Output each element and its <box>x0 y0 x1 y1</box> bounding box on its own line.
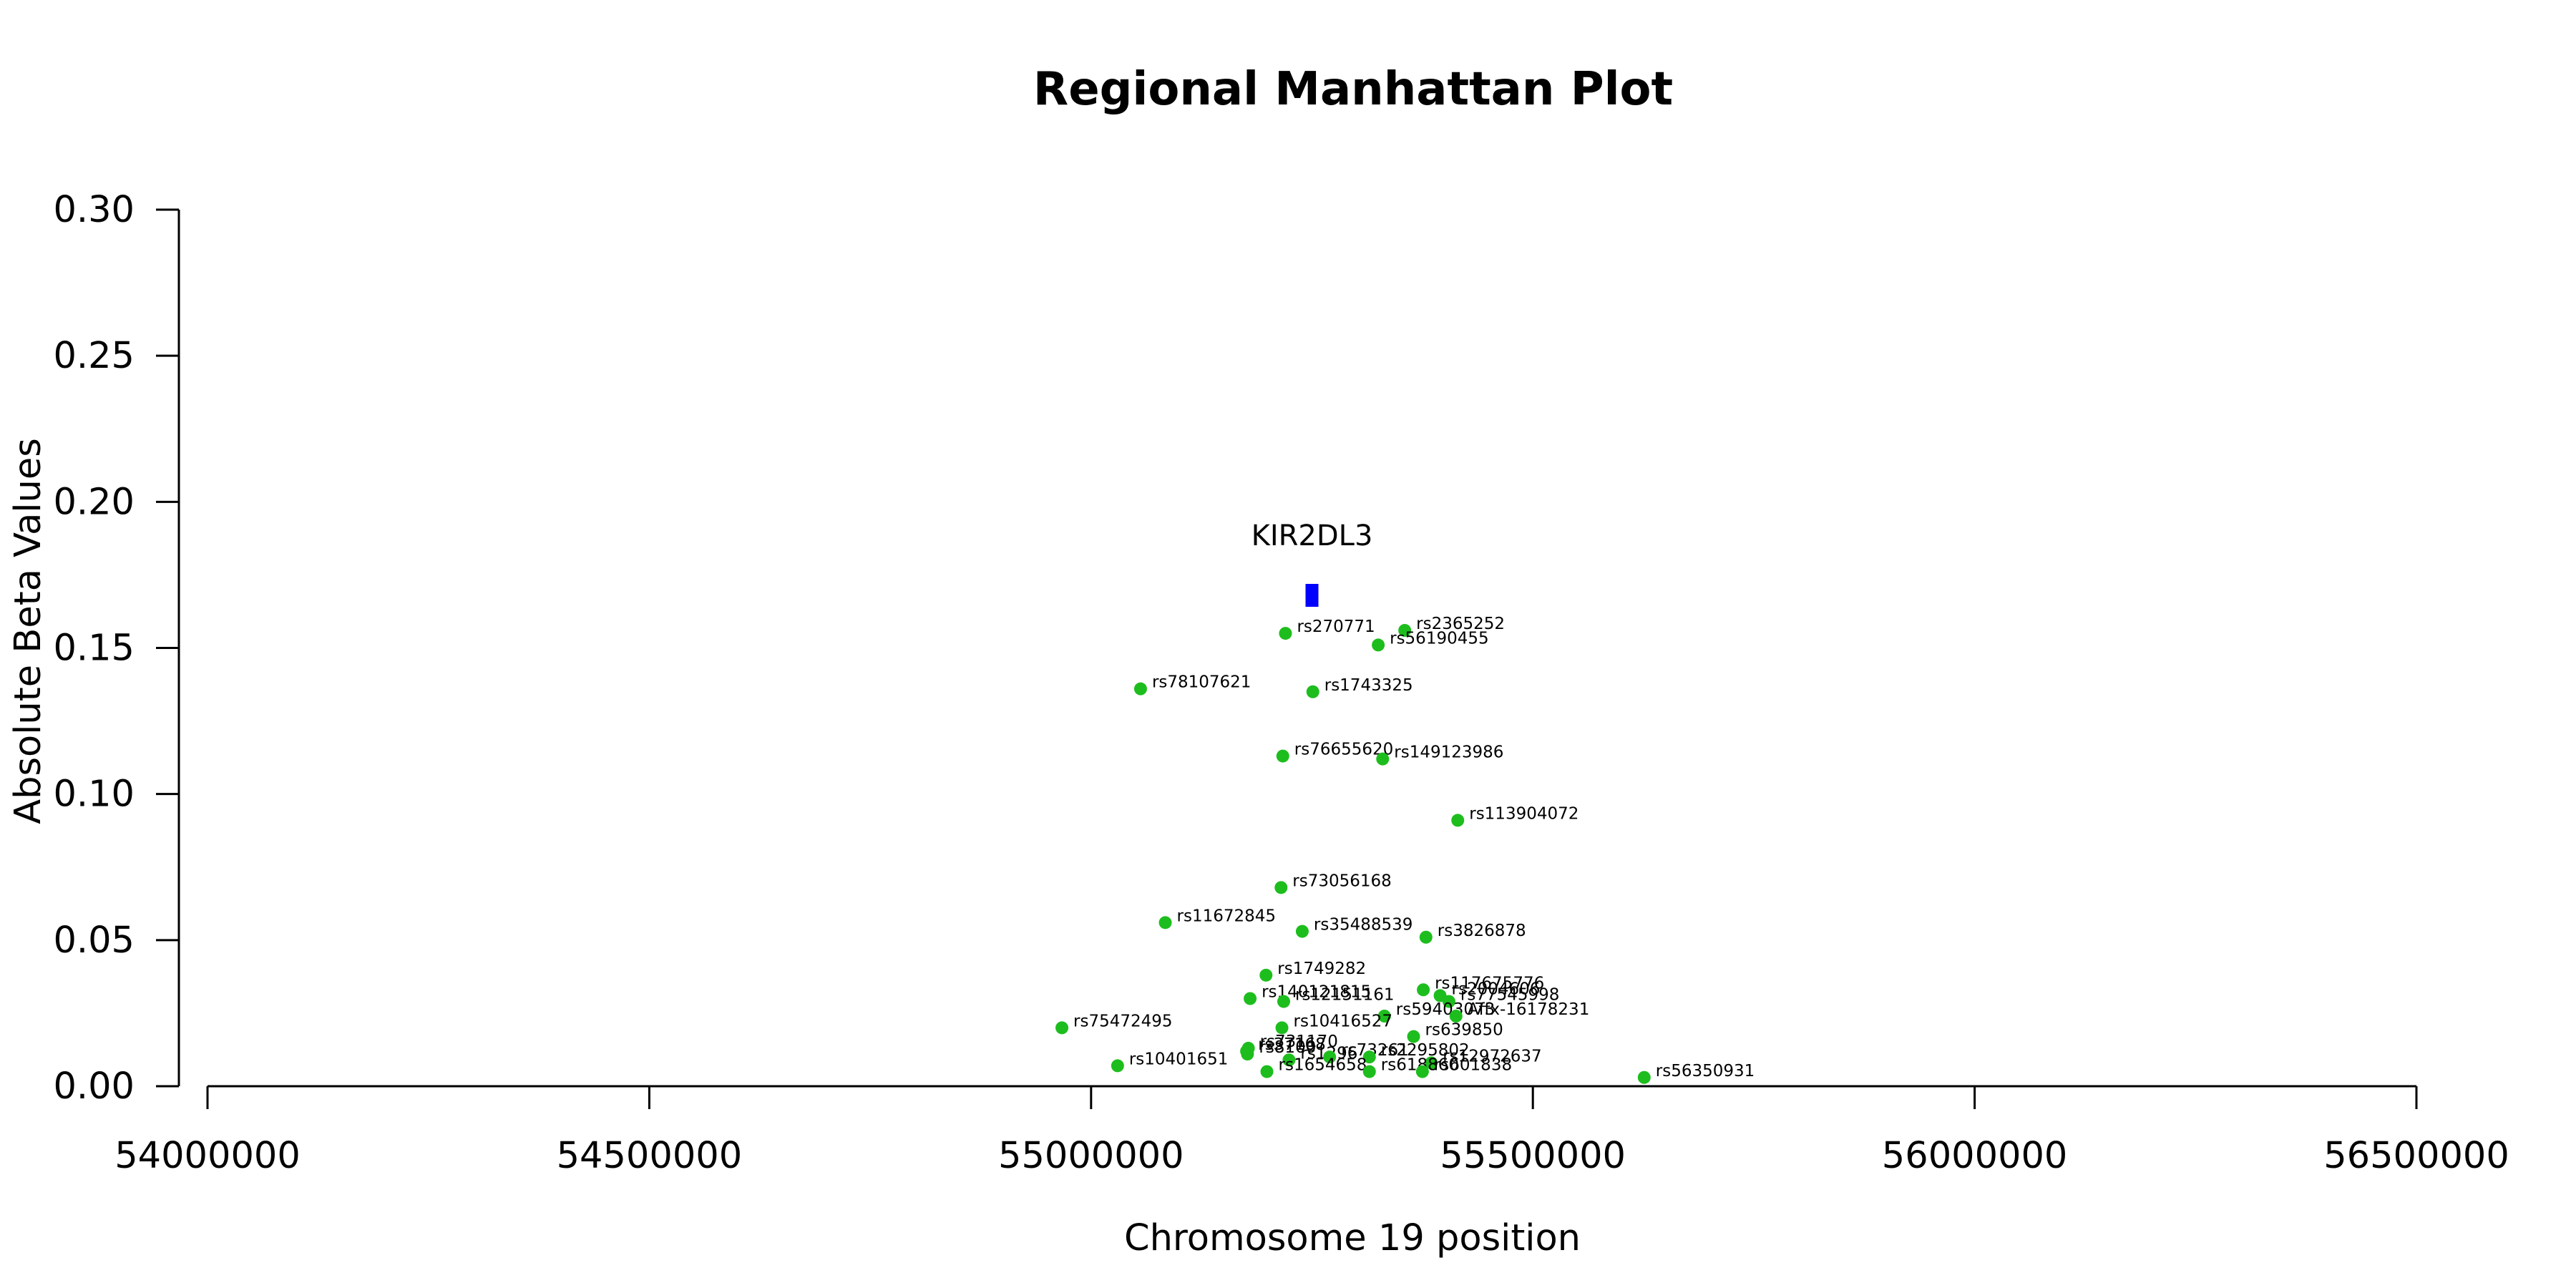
axes: 0.00 0.05 0.10 0.15 0.20 0.25 0.30 54000000 5450… <box>53 189 2509 1177</box>
x-tick-label: 56500000 <box>2323 1135 2509 1177</box>
snp-label: rs12151161 <box>1295 986 1395 1005</box>
snp-point <box>1372 638 1385 652</box>
snp-point <box>1259 968 1273 982</box>
gene-marker <box>1305 584 1319 607</box>
snp-label: rs10416527 <box>1294 1012 1393 1030</box>
snp-point <box>1449 1010 1463 1023</box>
snp-point <box>1415 1065 1429 1078</box>
snp-label: rs78107621 <box>1152 673 1252 692</box>
snp-label: rs639850 <box>1425 1021 1503 1040</box>
y-tick-label: 0.30 <box>53 189 135 231</box>
snp-point <box>1451 814 1465 827</box>
snp-label: rs270771 <box>1297 618 1375 636</box>
snp-label: rs117675776 <box>1435 974 1544 992</box>
snp-label: rs10401651 <box>1129 1050 1229 1068</box>
snp-label: rs601838 <box>1434 1056 1512 1075</box>
x-tick-label: 56000000 <box>1882 1135 2068 1177</box>
x-tick-label: 54500000 <box>557 1135 743 1177</box>
snp-point <box>1419 930 1433 944</box>
snp-point <box>1306 685 1319 698</box>
y-tick-label: 0.15 <box>53 628 135 670</box>
snp-label: rs59403073 <box>1396 1000 1496 1019</box>
snp-label: rs3826878 <box>1438 922 1526 940</box>
snp-label: rs2004606 <box>1452 980 1541 998</box>
snp-label: Affx-16178231 <box>1468 1000 1590 1019</box>
y-tick-label: 0.25 <box>53 335 135 377</box>
snp-label: rs2365252 <box>1416 615 1505 633</box>
snp-label: rs1743325 <box>1324 676 1413 695</box>
snp-point <box>1323 1050 1337 1064</box>
y-tick-label: 0.20 <box>53 481 135 523</box>
snp-label: rs11672845 <box>1177 907 1277 925</box>
snp-point <box>1133 682 1147 696</box>
x-tick-label: 55500000 <box>1440 1135 1626 1177</box>
snp-point <box>1055 1021 1069 1035</box>
snp-point <box>1276 749 1289 763</box>
x-axis-label: Chromosome 19 position <box>1124 1217 1581 1259</box>
snp-point <box>1260 1065 1274 1078</box>
gene-label: KIR2DL3 <box>1252 519 1373 552</box>
snp-point <box>1407 1030 1420 1043</box>
gene-layer: KIR2DL3 <box>1252 519 1373 607</box>
snp-label: rs77545998 <box>1460 986 1560 1005</box>
snp-label: rs149123986 <box>1394 743 1503 762</box>
y-tick-label: 0.00 <box>53 1065 135 1108</box>
snp-point <box>1295 924 1309 938</box>
snp-point <box>1274 881 1288 894</box>
snp-label: rs76655620 <box>1294 741 1394 759</box>
snp-point <box>1279 627 1292 640</box>
snp-point <box>1275 1021 1289 1035</box>
snp-point <box>1398 624 1412 637</box>
snp-point <box>1377 1010 1391 1023</box>
snp-label: rs75472495 <box>1073 1012 1173 1030</box>
snp-label: rs731170 <box>1260 1033 1338 1051</box>
snp-label: rs73056168 <box>1292 872 1392 890</box>
snp-label: rs56190455 <box>1390 629 1489 648</box>
snp-point <box>1277 995 1290 1008</box>
x-tick-label: 55000000 <box>998 1135 1184 1177</box>
snp-point <box>1376 752 1390 766</box>
snp-label: rs113904072 <box>1469 804 1579 823</box>
y-tick-label: 0.05 <box>53 919 135 962</box>
snp-point <box>1111 1059 1124 1073</box>
snp-point <box>1362 1050 1376 1064</box>
snp-label: rs1749282 <box>1277 960 1366 978</box>
snp-point <box>1241 1048 1254 1061</box>
snp-point <box>1282 1053 1296 1067</box>
y-tick-label: 0.10 <box>53 774 135 816</box>
snp-point <box>1244 992 1257 1005</box>
snp-label: rs1654658 <box>1279 1056 1367 1075</box>
snp-point <box>1425 1056 1438 1070</box>
snp-label: rs37168 <box>1258 1035 1326 1054</box>
snp-label: rs56350931 <box>1656 1062 1755 1080</box>
snp-point <box>1637 1070 1651 1084</box>
snp-point <box>1442 995 1455 1008</box>
snp-point <box>1362 1065 1376 1078</box>
snp-label: rs12972637 <box>1443 1047 1542 1065</box>
snp-point <box>1158 916 1172 930</box>
snp-point <box>1417 983 1430 997</box>
x-tick-label: 54000000 <box>114 1135 301 1177</box>
y-axis-label: Absolute Beta Values <box>7 438 49 824</box>
chart-title: Regional Manhattan Plot <box>1033 63 1673 116</box>
snp-label: rs2295802 <box>1381 1041 1470 1060</box>
snp-label: rs35488539 <box>1314 916 1413 935</box>
